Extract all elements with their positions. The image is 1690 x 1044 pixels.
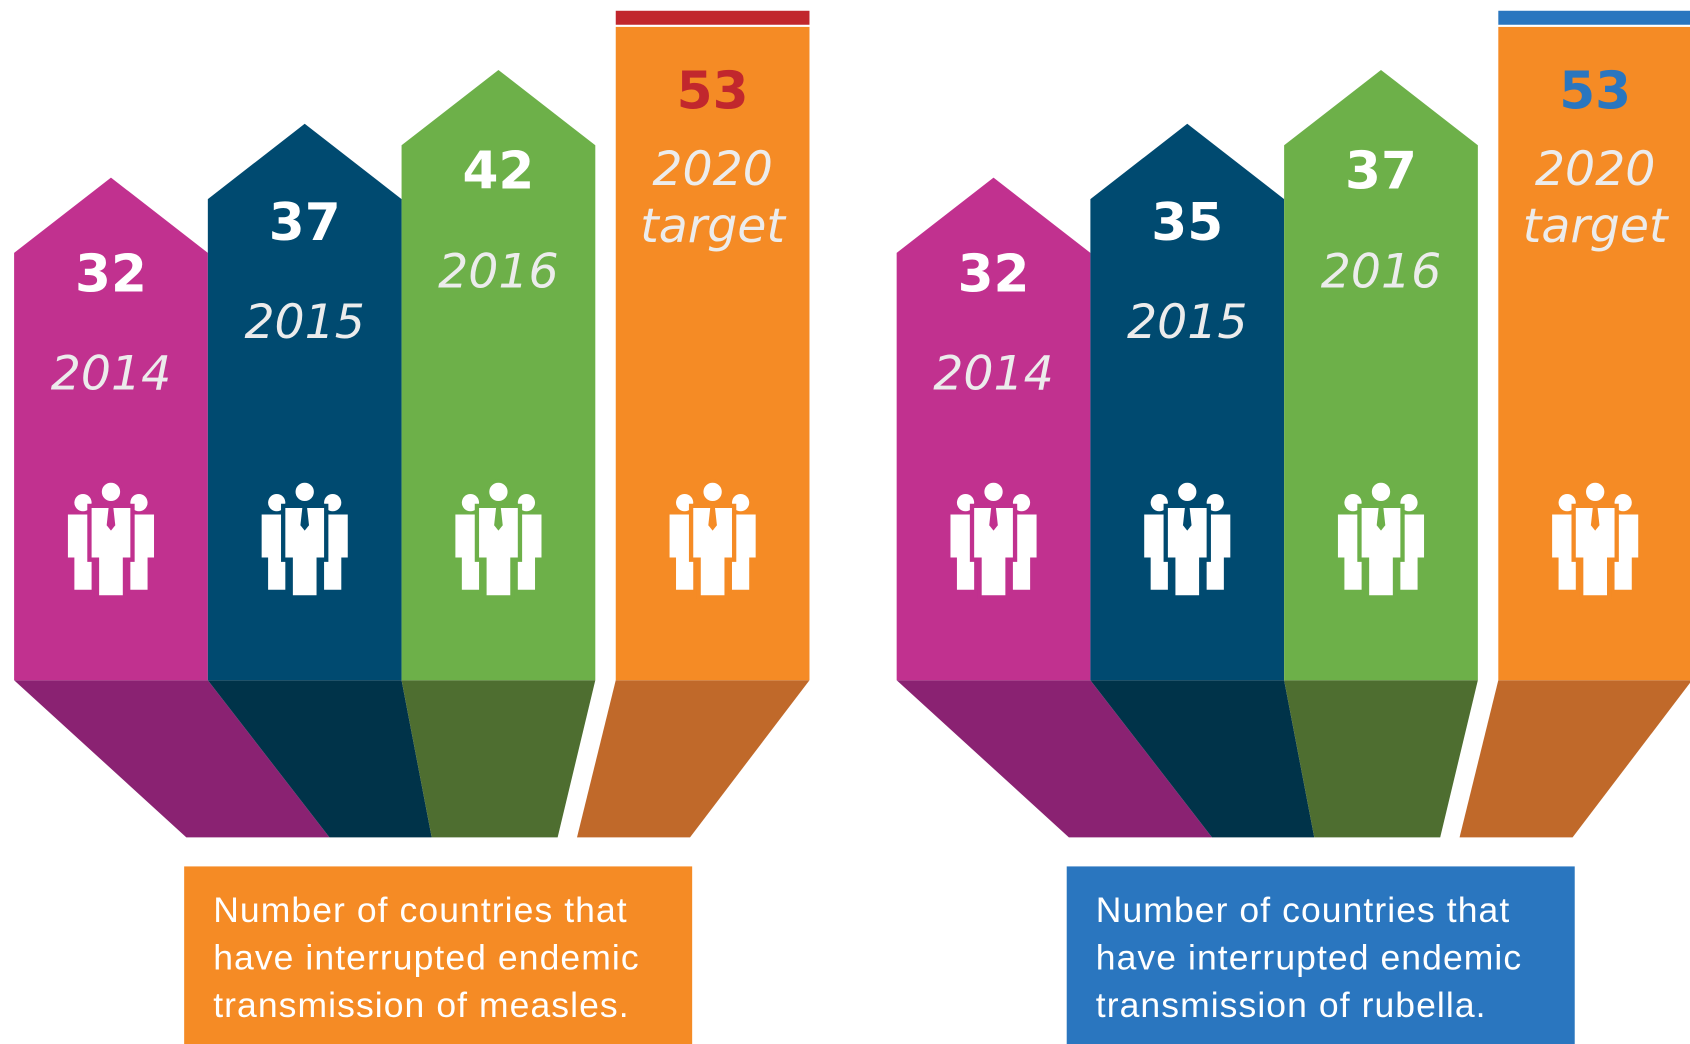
column-base	[1090, 680, 1315, 838]
value-label: 32	[958, 245, 1030, 305]
column	[1090, 123, 1285, 681]
caption-text: transmission of rubella.	[1096, 985, 1487, 1025]
column	[1284, 69, 1478, 681]
column-base	[896, 680, 1213, 838]
year-label: target	[1523, 199, 1670, 254]
year-label: 2020	[1535, 142, 1656, 197]
year-label: 2016	[438, 244, 558, 299]
people-icon	[1552, 481, 1638, 597]
people-icon	[670, 481, 756, 597]
column	[896, 177, 1091, 681]
column-base	[14, 680, 330, 838]
caption-text: Number of countries that	[213, 890, 628, 930]
people-icon	[455, 481, 541, 597]
year-label: 2015	[1127, 295, 1248, 350]
value-label: 32	[75, 245, 147, 305]
people-icon	[262, 481, 348, 597]
caption-box	[184, 866, 693, 1044]
people-icon	[950, 481, 1036, 597]
target-strip	[615, 10, 810, 25]
people-icon	[1144, 481, 1230, 597]
year-label: 2015	[244, 295, 365, 350]
value-label: 37	[269, 193, 341, 253]
value-label: 42	[462, 141, 534, 201]
column	[401, 69, 596, 681]
year-label: 2016	[1321, 244, 1442, 299]
caption-box	[1066, 866, 1575, 1044]
value-label: 37	[1345, 141, 1417, 201]
caption-text: Number of countries that	[1096, 890, 1511, 930]
column-base	[1459, 680, 1690, 838]
people-icon	[68, 481, 154, 597]
caption-text: transmission of measles.	[213, 985, 629, 1025]
column-base	[577, 680, 810, 838]
column-base	[207, 680, 432, 838]
column	[207, 123, 402, 681]
year-label: 2014	[933, 347, 1053, 402]
target-strip	[1498, 10, 1690, 25]
year-label: 2014	[51, 347, 171, 402]
column-base	[1284, 680, 1478, 838]
year-label: 2020	[652, 142, 773, 197]
value-label: 53	[1559, 62, 1631, 122]
column	[14, 177, 208, 681]
column-base	[401, 680, 596, 838]
caption-text: have interrupted endemic	[213, 937, 639, 977]
caption-text: have interrupted endemic	[1096, 937, 1522, 977]
value-label: 53	[677, 62, 749, 122]
value-label: 35	[1151, 193, 1223, 253]
people-icon	[1338, 481, 1424, 597]
year-label: target	[640, 199, 787, 254]
